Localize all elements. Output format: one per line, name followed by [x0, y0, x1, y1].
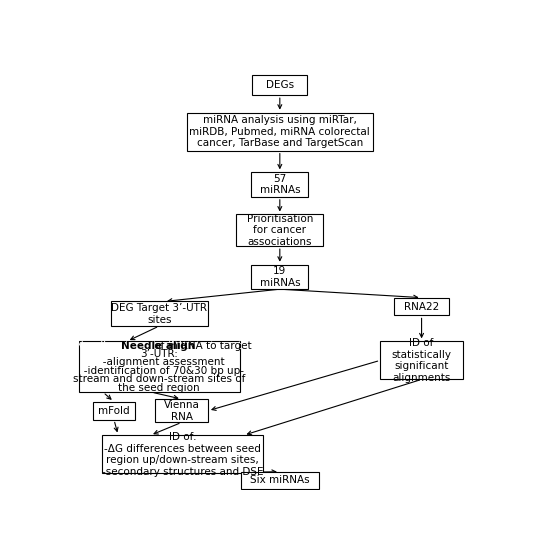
Text: DEG Target 3’-UTR
sites: DEG Target 3’-UTR sites — [111, 303, 207, 324]
Text: Prioritisation
for cancer
associations: Prioritisation for cancer associations — [247, 214, 313, 247]
FancyBboxPatch shape — [252, 75, 307, 95]
Text: miRNA analysis using miRTar,
miRDB, Pubmed, miRNA colorectal
cancer, TarBase and: miRNA analysis using miRTar, miRDB, Pubm… — [189, 115, 370, 148]
FancyBboxPatch shape — [241, 472, 319, 488]
FancyBboxPatch shape — [394, 298, 449, 316]
Text: mFold: mFold — [98, 406, 130, 416]
FancyBboxPatch shape — [187, 113, 373, 151]
Text: Needle align of miRNA to target: Needle align of miRNA to target — [76, 340, 242, 350]
FancyBboxPatch shape — [155, 399, 208, 422]
FancyBboxPatch shape — [93, 402, 135, 420]
Text: Vienna
RNA: Vienna RNA — [164, 400, 200, 421]
Text: RNA22: RNA22 — [404, 301, 439, 311]
Text: Needle align: Needle align — [121, 340, 195, 350]
Text: 3’-UTR:: 3’-UTR: — [140, 349, 178, 359]
FancyBboxPatch shape — [251, 172, 308, 197]
Text: stream and down-stream sites of: stream and down-stream sites of — [73, 375, 245, 384]
Text: Six miRNAs: Six miRNAs — [250, 475, 310, 485]
FancyBboxPatch shape — [381, 341, 463, 380]
Text: -alignment assessment: -alignment assessment — [93, 358, 225, 367]
FancyBboxPatch shape — [251, 265, 308, 289]
Text: 57
miRNAs: 57 miRNAs — [259, 174, 300, 195]
FancyBboxPatch shape — [79, 341, 240, 392]
Text: -identification of 70&30 bp up-: -identification of 70&30 bp up- — [74, 366, 244, 376]
FancyBboxPatch shape — [110, 301, 208, 326]
Text: DEGs: DEGs — [266, 80, 294, 90]
Text: ID of
statistically
significant
alignments: ID of statistically significant alignmen… — [391, 338, 452, 383]
FancyBboxPatch shape — [236, 214, 323, 246]
Text: ID of:
-ΔG differences between seed
region up/down-stream sites,
-secondary stru: ID of: -ΔG differences between seed regi… — [102, 432, 263, 477]
Text: the seed region: the seed region — [118, 383, 200, 393]
Text: 19
miRNAs: 19 miRNAs — [259, 266, 300, 288]
FancyBboxPatch shape — [102, 435, 263, 474]
Text: of miRNA to target: of miRNA to target — [151, 340, 251, 350]
